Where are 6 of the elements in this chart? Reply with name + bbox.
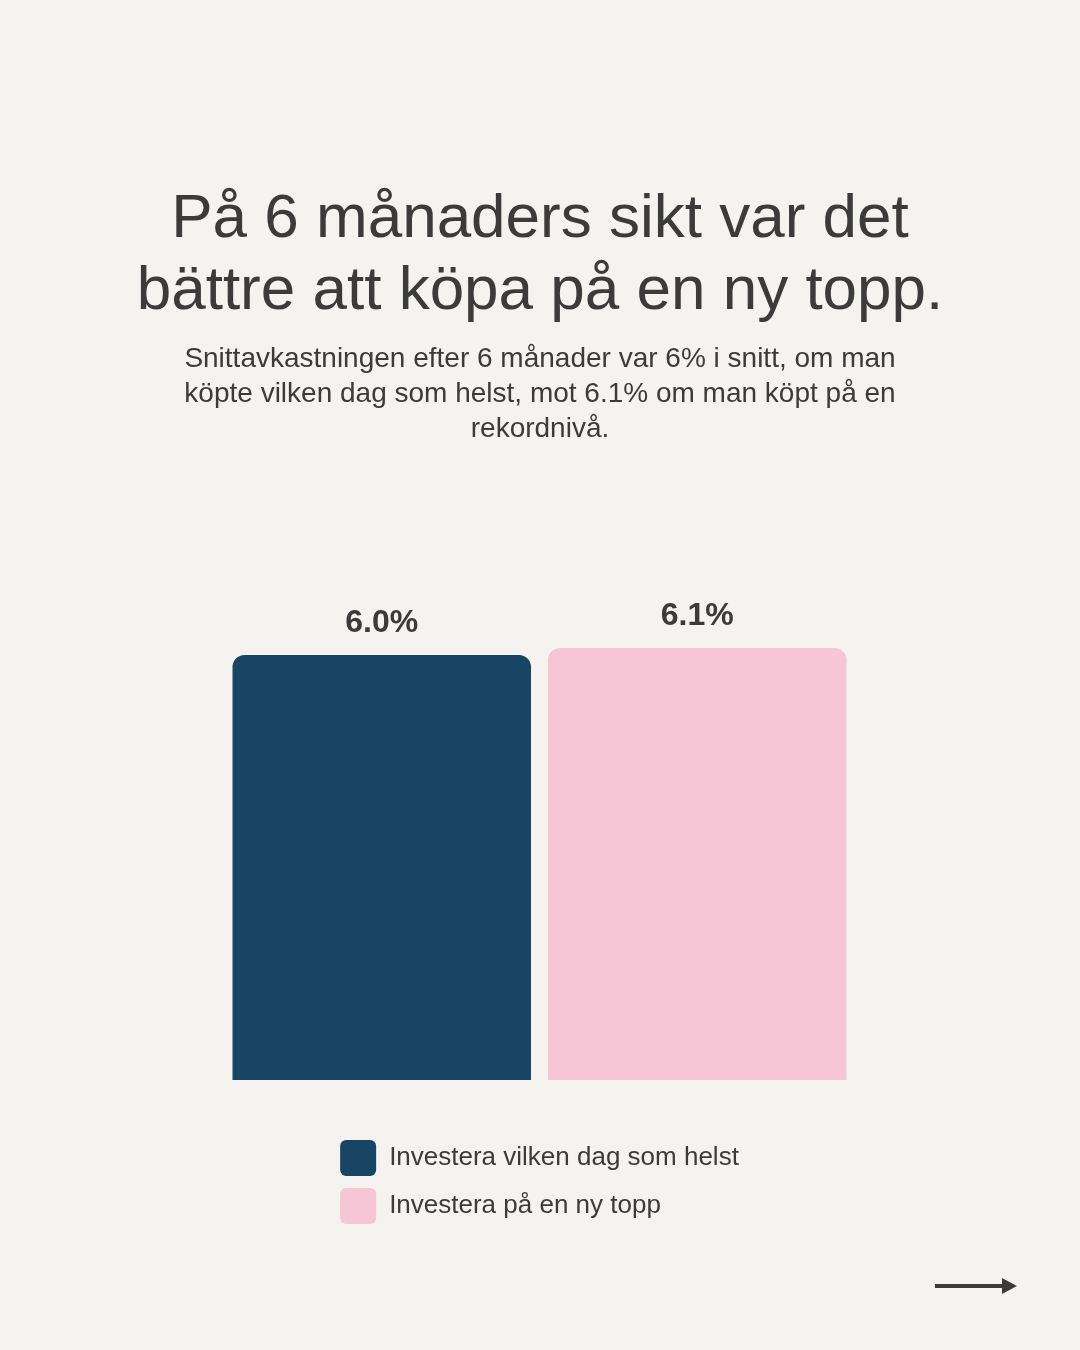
chart-title: På 6 månaders sikt var det bättre att köpa på en ny topp. [135, 180, 945, 324]
data-label: 6.1% [660, 595, 734, 632]
legend-label: Investera på en ny topp [389, 1189, 661, 1220]
data-label: 6.0% [345, 602, 419, 639]
legend-label: Investera vilken dag som helst [389, 1141, 740, 1172]
chart-subtitle: Snittavkastningen efter 6 månader var 6% i snitt, om man köpte vilken dag som helst, mot 6.1% om man köpt på en rekordnivå. [183, 341, 897, 445]
